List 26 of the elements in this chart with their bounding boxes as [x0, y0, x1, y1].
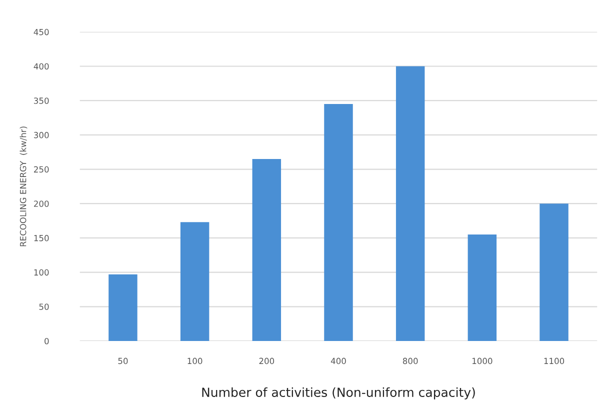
y-tick-label: 400 — [34, 63, 49, 70]
bar — [252, 158, 282, 341]
y-axis-title: RECOOLING ENERGY (kw/hr) — [20, 126, 28, 246]
x-tick-label: 400 — [330, 358, 346, 364]
y-tick-label: 200 — [34, 200, 49, 207]
y-tick-label: 100 — [34, 269, 49, 276]
x-tick-label: 200 — [259, 358, 274, 364]
x-tick-label: 50 — [118, 358, 128, 364]
x-tick-label: 800 — [402, 358, 418, 364]
x-tick-label: 1000 — [472, 358, 492, 364]
x-axis-title: Number of activities (Non-uniform capacity) — [202, 387, 475, 400]
y-tick-label: 250 — [34, 166, 49, 173]
bar — [396, 66, 425, 341]
bar — [108, 274, 138, 341]
y-tick-label: 300 — [34, 132, 49, 138]
x-tick-label: 100 — [188, 358, 202, 364]
y-tick-label: 150 — [34, 234, 49, 242]
y-tick-label: 350 — [34, 98, 49, 104]
y-tick-label: 50 — [39, 304, 49, 310]
y-tick-label: 450 — [34, 28, 49, 36]
y-tick-label: 0 — [44, 338, 49, 344]
x-tick-label: 1100 — [544, 358, 564, 364]
bar — [468, 234, 497, 341]
bar — [180, 222, 210, 341]
bar — [324, 104, 353, 341]
bar — [540, 204, 568, 341]
